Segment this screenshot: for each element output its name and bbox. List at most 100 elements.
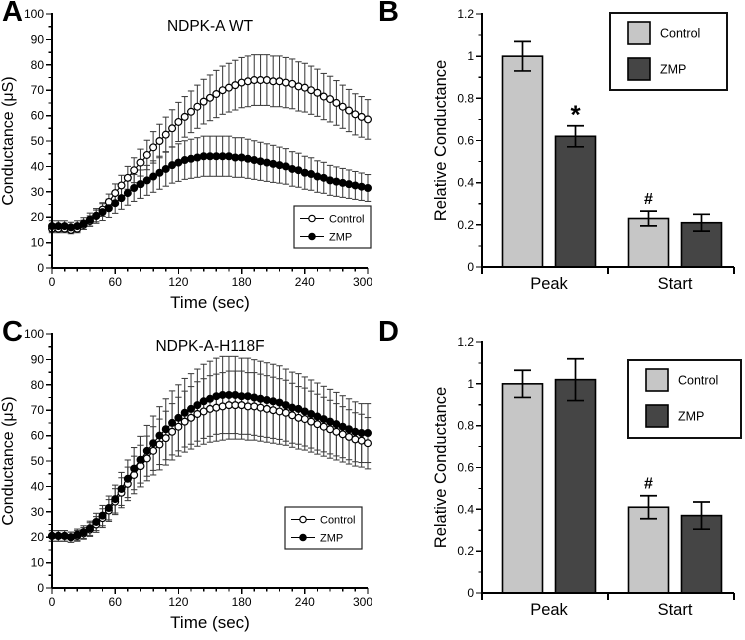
legend-label: Control (660, 27, 700, 41)
data-point (130, 464, 139, 473)
y-tick-label: 0.8 (457, 91, 474, 105)
data-point (275, 77, 284, 86)
x-tick-label: 240 (295, 595, 315, 609)
data-point (269, 397, 278, 406)
legend-entry: Control (627, 21, 700, 45)
x-tick-label: 300 (353, 275, 372, 289)
panel-D-chart: 0 0.2 0.4 0.6 0.8 1 1.2 Relative Conductance Pea… (432, 335, 742, 619)
data-point (123, 173, 132, 182)
x-axis-label: Time (sec) (170, 293, 250, 312)
legend-entry: ZMP (645, 404, 704, 428)
data-point (262, 158, 271, 167)
y-axis-label: Conductance (μS) (0, 76, 17, 205)
data-point (338, 178, 347, 187)
legend: Control ZMP (609, 12, 728, 91)
data-point (338, 102, 347, 111)
legend-entry: Control (291, 515, 355, 527)
x-tick-label: 180 (232, 275, 252, 289)
legend: Control ZMP (293, 205, 372, 249)
data-point (294, 413, 303, 422)
data-point (256, 394, 265, 403)
data-point (187, 107, 196, 116)
chart-title: NDPK-A-H118F (155, 338, 264, 355)
y-tick-label: 1.2 (457, 7, 474, 21)
legend-entry: Control (645, 368, 718, 392)
data-point (275, 407, 284, 416)
panel-D: 0 0.2 0.4 0.6 0.8 1 1.2 Relative Conductance Pea… (372, 320, 745, 640)
data-point (364, 429, 372, 438)
data-point (130, 166, 139, 175)
data-point (250, 156, 259, 165)
legend-label: Control (678, 374, 718, 388)
data-point (60, 531, 69, 540)
y-tick-label: 40 (31, 159, 45, 173)
significance-marker: * (570, 100, 581, 130)
data-point (345, 180, 354, 189)
data-point (294, 82, 303, 91)
data-point (155, 440, 164, 449)
y-tick-label: 30 (31, 505, 45, 519)
data-point (269, 159, 278, 168)
data-point (288, 164, 297, 173)
data-point (313, 88, 322, 97)
panel-A: 0 10 20 30 40 50 60 70 80 90 100 0 60 120 180 240 300 NDP… (0, 0, 372, 320)
data-point (256, 157, 265, 166)
data-point (256, 403, 265, 412)
data-point (174, 422, 183, 431)
significance-marker: # (644, 476, 653, 493)
y-tick-label: 40 (31, 479, 45, 493)
y-tick-label: 1 (467, 49, 474, 63)
y-tick-label: 20 (31, 530, 45, 544)
legend-label: ZMP (329, 232, 352, 244)
x-tick-label: 60 (109, 595, 123, 609)
data-point (250, 393, 259, 402)
data-point (98, 511, 107, 520)
data-point (79, 528, 88, 537)
data-point (149, 143, 158, 152)
y-tick-label: 90 (31, 32, 45, 46)
data-point (250, 402, 259, 411)
legend-swatch-icon (645, 368, 669, 392)
x-axis-label: Time (sec) (170, 613, 250, 632)
panel-letter-A: A (2, 0, 23, 28)
x-tick-label: 60 (109, 275, 123, 289)
data-point (243, 392, 252, 401)
series-markers-ZMP (47, 390, 372, 542)
data-point (364, 439, 372, 448)
open-circle-icon (308, 214, 316, 223)
data-point (123, 189, 132, 198)
data-point (85, 524, 94, 533)
data-point (262, 396, 271, 405)
data-point (92, 211, 101, 220)
data-point (237, 153, 246, 162)
x-tick-label: 300 (353, 595, 372, 609)
data-point (193, 401, 202, 410)
data-point (142, 454, 151, 463)
series-markers-ZMP (47, 152, 372, 232)
data-point (300, 168, 309, 177)
data-point (275, 161, 284, 170)
bar-Control-Peak (501, 55, 544, 268)
y-tick-label: 0 (467, 586, 474, 600)
data-point (180, 417, 189, 426)
y-tick-label: 0.2 (457, 218, 474, 232)
data-point (212, 403, 221, 412)
data-point (243, 77, 252, 86)
data-point (288, 403, 297, 412)
filled-circle-icon (308, 232, 316, 241)
legend-entry: Control (300, 214, 364, 226)
data-point (351, 427, 360, 436)
y-tick-label: 60 (31, 429, 45, 443)
y-tick-label: 1 (467, 377, 474, 391)
data-point (142, 446, 151, 455)
data-point (79, 219, 88, 228)
y-tick-label: 0.8 (457, 419, 474, 433)
legend: Control ZMP (284, 506, 363, 550)
data-point (351, 435, 360, 444)
data-point (199, 97, 208, 106)
data-point (326, 95, 335, 104)
data-point (281, 78, 290, 87)
y-tick-label: 100 (24, 327, 44, 341)
data-point (104, 204, 113, 213)
